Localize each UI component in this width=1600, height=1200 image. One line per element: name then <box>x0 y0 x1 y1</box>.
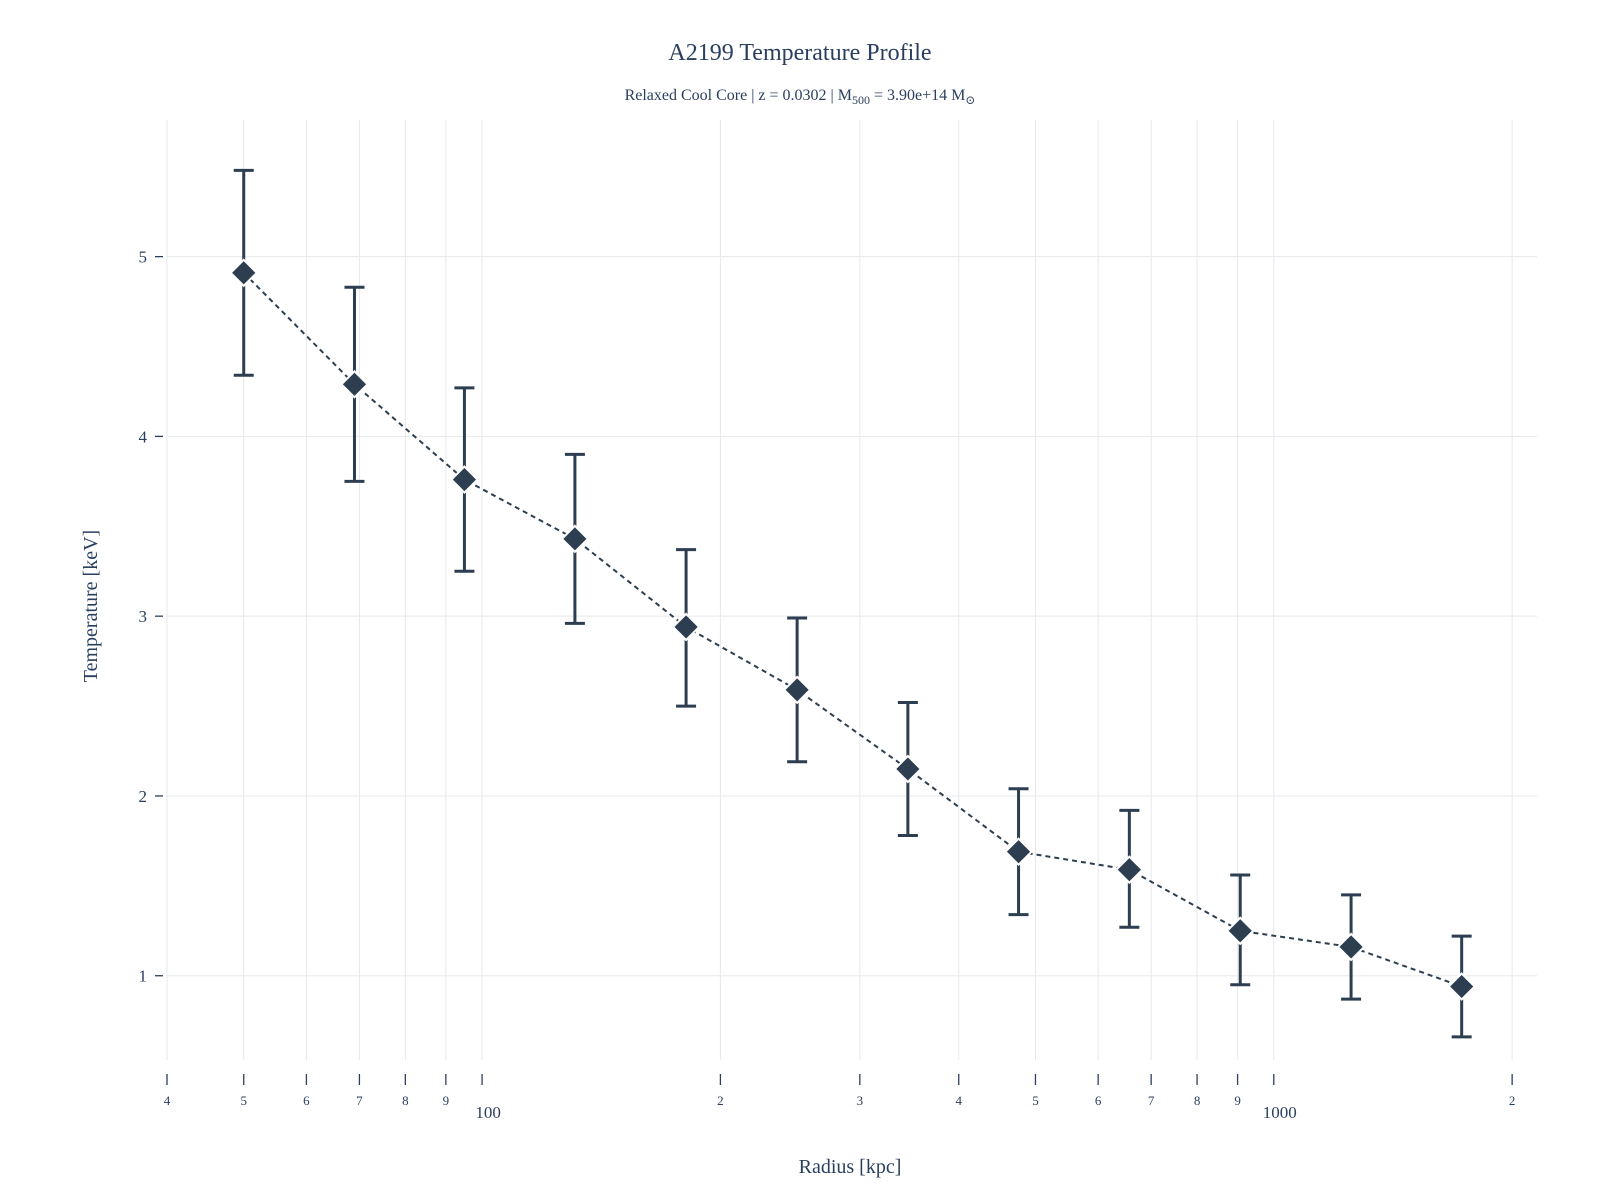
data-point-diamond <box>782 675 812 705</box>
x-tick-label: 3 <box>857 1093 864 1108</box>
data-point-diamond <box>450 465 479 494</box>
grid <box>166 120 1537 1060</box>
y-axis: 1 2 3 4 5 <box>139 248 163 986</box>
y-axis-title: Temperature [keV] <box>80 530 102 682</box>
series-line-layer <box>242 272 1463 988</box>
x-tick-label: 2 <box>717 1093 724 1108</box>
x-tick-label: 8 <box>402 1093 409 1108</box>
x-tick-label: 8 <box>1194 1093 1201 1108</box>
data-point-diamond <box>340 369 369 399</box>
x-tick-label: 100 <box>475 1103 501 1122</box>
subtitle-middle: = 3.90e+14 M <box>870 87 965 104</box>
data-point-diamond <box>560 524 590 554</box>
x-axis: 4 5 6 7 8 9 100 2 3 4 5 6 7 8 9 1000 2 <box>164 1074 1516 1122</box>
chart-subtitle: Relaxed Cool Core | z = 0.0302 | M500 = … <box>625 87 976 107</box>
error-bars <box>233 168 1472 1039</box>
data-markers <box>229 258 1477 1001</box>
data-point-diamond <box>1004 837 1033 867</box>
subtitle-sun-symbol: ⊙ <box>965 93 975 107</box>
data-point-diamond <box>671 612 701 642</box>
data-point-diamond <box>1225 916 1255 946</box>
x-tick-label: 9 <box>1234 1093 1241 1108</box>
x-tick-label: 7 <box>356 1093 363 1108</box>
x-tick-label: 7 <box>1148 1093 1155 1108</box>
x-axis-title: Radius [kpc] <box>799 1156 902 1178</box>
y-tick-label: 1 <box>139 967 148 986</box>
data-point-diamond <box>1336 932 1366 962</box>
data-point-diamond <box>1447 972 1477 1001</box>
x-tick-label: 5 <box>1032 1093 1039 1108</box>
x-tick-label: 4 <box>955 1093 962 1108</box>
subtitle-mass-subscript: 500 <box>852 93 870 107</box>
x-tick-label: 5 <box>240 1093 247 1108</box>
chart-title: A2199 Temperature Profile <box>668 40 931 66</box>
series-line <box>242 272 1463 988</box>
y-tick-label: 2 <box>139 787 148 806</box>
x-tick-label: 1000 <box>1263 1103 1297 1122</box>
x-tick-label: 6 <box>303 1093 310 1108</box>
y-tick-label: 5 <box>139 248 148 267</box>
subtitle-prefix: Relaxed Cool Core | z = 0.0302 | M <box>625 87 852 104</box>
y-tick-label: 3 <box>139 607 148 626</box>
x-tick-label: 9 <box>443 1093 450 1108</box>
x-tick-label: 2 <box>1509 1093 1516 1108</box>
data-point-diamond <box>893 754 923 784</box>
y-tick-label: 4 <box>139 427 148 446</box>
data-point-diamond <box>1114 855 1144 885</box>
x-tick-label: 6 <box>1095 1093 1102 1108</box>
data-point-diamond <box>229 258 259 288</box>
x-tick-label: 4 <box>164 1093 171 1108</box>
